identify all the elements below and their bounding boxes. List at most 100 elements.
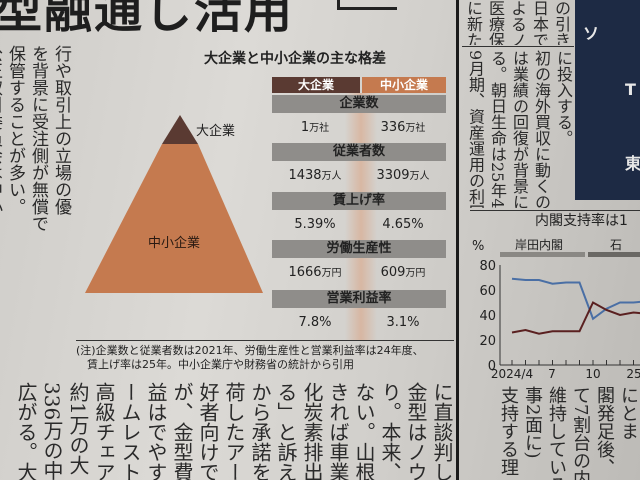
company-pyramid [85, 115, 263, 293]
y-unit-label: % [472, 239, 484, 254]
value-unit: 万人 [409, 171, 430, 182]
chart-top-rule [470, 210, 640, 211]
value-number: 1 [300, 120, 310, 135]
article-text-column: 金型はノウ [404, 382, 428, 480]
navy-panel: ソ T 東 [575, 0, 640, 200]
sme-value: 4.65% [360, 217, 446, 234]
headline-bracket [337, 0, 397, 10]
period-bar-kishida [500, 252, 585, 257]
large-enterprise-value: 1万社 [272, 120, 358, 137]
article-text-column: に直談判した [430, 382, 454, 480]
value-unit: 万円 [405, 268, 426, 279]
x-tick-label: 25 [626, 367, 640, 380]
article-text-column: きれば車業界 [326, 382, 350, 480]
article-text-column: 化炭素排出量 [300, 382, 324, 480]
value-number: 609 [380, 265, 406, 280]
y-tick-label: 80 [479, 259, 496, 274]
article-text-column: 事2面に) [522, 386, 543, 459]
article-text-column: の引き [552, 0, 571, 45]
article-text-column: 日本で [530, 0, 549, 45]
article-text-column: 約1万の大 [66, 382, 90, 475]
article-text-column: に投入する。 [554, 50, 573, 146]
sme-value: 609万円 [360, 265, 446, 282]
article-text-column: 閣発足後、 [594, 386, 615, 476]
x-tick-label: 10 [585, 367, 600, 380]
article-text-column: にとま [618, 386, 639, 440]
period-label: 岸田内閣 [515, 238, 563, 252]
column-header-sme: 中小企業 [362, 77, 446, 93]
period-label: 石 [610, 238, 622, 252]
headline: 型融通し活用 [0, 0, 295, 39]
large-enterprise-value: 5.39% [272, 217, 358, 234]
value-number: 3309 [376, 168, 410, 183]
navy-panel-char: T [625, 80, 636, 99]
article-text-column: 維持している [546, 386, 567, 480]
article-text-column: から承諾を得 [248, 382, 272, 480]
left-article-column: 行や取引上の立場の優 を背景に受注側が無償で 保管することが多い。 公正取引委員会は中… [0, 45, 72, 335]
article-text-column: が、金型費用 [170, 382, 194, 480]
metric-header: 営業利益率 [272, 290, 446, 308]
value-number: 7.8% [298, 315, 332, 330]
sme-value: 336万社 [360, 120, 446, 137]
footnote: (注)企業数と従業者数は2021年、労働生産性と営業利益率は24年度、 賃上げ率… [76, 340, 454, 372]
pyramid-label-sme: 中小企業 [148, 236, 201, 251]
value-number: 1438 [288, 168, 322, 183]
article-text-column: 保管することが多い。 [5, 45, 25, 215]
series-line-0 [511, 277, 640, 321]
y-tick-label: 0 [488, 359, 496, 374]
value-number: 4.65% [382, 217, 424, 232]
sme-value: 3309万人 [360, 168, 446, 185]
large-enterprise-value: 1666万円 [272, 265, 358, 282]
article-text-column: 好者向けで [196, 382, 220, 480]
approval-rating-chart: % 岸田内閣 石 0 20 40 60 80 2024/4 7 10 25 [472, 238, 640, 380]
article-text-column: て7割台の内 [570, 386, 591, 480]
value-number: 1666 [288, 265, 322, 280]
column-divider [456, 0, 459, 480]
article-text-column: 広がる。大企 [14, 382, 38, 480]
period-bar-ishiba [588, 252, 640, 257]
value-number: 5.39% [294, 217, 336, 232]
sme-value: 3.1% [360, 315, 446, 332]
article-text-column: ームレストを [118, 382, 142, 480]
metric-header: 賃上げ率 [272, 192, 446, 210]
article-text-column: を背景に受注側が無償で [28, 45, 48, 232]
value-number: 336 [380, 120, 406, 135]
article-text-column: 公正取引委員会は中小 [0, 45, 2, 215]
value-unit: 万円 [321, 268, 342, 279]
article-text-column: 支持する理 [498, 386, 519, 476]
value-unit: 万人 [321, 171, 342, 182]
x-tick-label: 2024/4 [491, 367, 533, 380]
footnote-line: (注)企業数と従業者数は2021年、労働生産性と営業利益率は24年度、 [76, 344, 424, 357]
column-header-large: 大企業 [272, 77, 360, 93]
navy-panel-char: 東 [625, 154, 640, 173]
metric-header: 従業者数 [272, 143, 446, 161]
article-text-column: 9月期、資産運用の利回 [466, 50, 485, 208]
infographic-title: 大企業と中小企業の主な格差 [204, 51, 386, 67]
article-text-column: る」と訴え、 [274, 382, 298, 480]
footnote-line: 賃上げ率は25年。中小企業庁や財務省の統計から引用 [76, 358, 354, 371]
right-rule [462, 46, 574, 47]
metric-header: 企業数 [272, 95, 446, 113]
chart-title: 内閣支持率は1 [535, 213, 628, 229]
article-text-column: り。本来、転 [378, 382, 402, 480]
article-text-column: は業績の回復が背景にあ [510, 50, 529, 208]
article-text-column: 益はでやすい [144, 382, 168, 480]
article-text-column: る。朝日生命は25年4～ [488, 50, 507, 208]
pyramid-large-enterprises [162, 115, 198, 144]
right-bottom-article: にとま 閣発足後、 て7割台の内 維持している 事2面に) 支持する理 [472, 386, 640, 480]
article-text-column: 高級チェアも [92, 382, 116, 480]
value-number: 3.1% [386, 315, 420, 330]
y-tick-label: 60 [479, 284, 496, 299]
metric-header: 労働生産性 [272, 240, 446, 258]
navy-panel-char: ソ [583, 24, 600, 43]
y-tick-label: 20 [479, 334, 496, 349]
article-text-column: 行や取引上の立場の優 [51, 45, 71, 215]
y-tick-label: 40 [479, 309, 496, 324]
article-text-column: 医療保 [486, 0, 505, 45]
right-top-article: の引き 日本で よるノ 医療保 に新た [462, 0, 572, 45]
article-text-column: よるノ [508, 0, 527, 45]
value-unit: 万社 [309, 123, 330, 134]
series-line-1 [511, 301, 640, 335]
article-text-column: に新た [464, 0, 483, 45]
article-text-column: 初の海外買収に動くの [532, 50, 551, 208]
